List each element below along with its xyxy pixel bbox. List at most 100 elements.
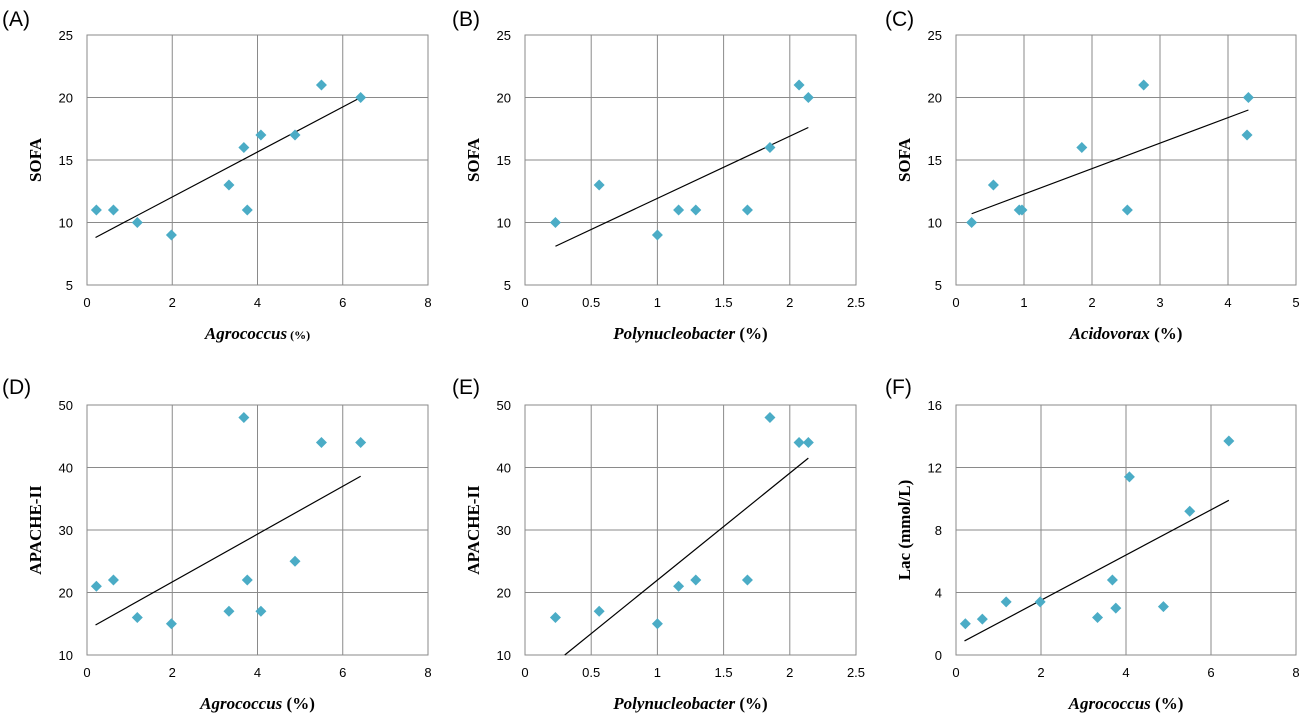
data-point xyxy=(1110,602,1122,614)
x-tick-label: 1 xyxy=(1020,295,1027,310)
data-point xyxy=(741,204,753,216)
data-point xyxy=(1121,204,1133,216)
y-tick-label: 5 xyxy=(66,278,73,293)
data-point xyxy=(238,412,250,423)
data-point xyxy=(793,437,805,448)
data-point xyxy=(1184,505,1196,517)
x-tick-label: 1.5 xyxy=(715,665,733,680)
x-tick-label: 6 xyxy=(339,665,346,680)
x-axis-unit: (%) xyxy=(287,328,310,342)
x-tick-label: 3 xyxy=(1156,295,1163,310)
x-axis-unit: (%) xyxy=(1150,324,1183,343)
y-tick-label: 10 xyxy=(928,216,942,231)
y-tick-label: 10 xyxy=(59,216,73,231)
panel-label: (F) xyxy=(885,376,912,399)
y-tick-label: 30 xyxy=(497,523,511,538)
x-axis-taxon: Polynucleobacter xyxy=(612,694,735,713)
data-point xyxy=(793,79,805,91)
data-point xyxy=(315,79,327,91)
data-point xyxy=(1092,612,1104,623)
y-tick-label: 50 xyxy=(497,398,511,413)
x-tick-label: 5 xyxy=(1292,295,1299,310)
data-point xyxy=(255,129,267,141)
x-axis-title: Agrococcus (%) xyxy=(1068,694,1184,713)
data-point xyxy=(593,605,605,617)
x-tick-label: 4 xyxy=(1122,665,1129,680)
data-point xyxy=(165,229,177,241)
trend-line xyxy=(95,475,361,626)
panel-f: (F) 0 2 4 6 8 0 4 8 12 16 Lac (mmol/L) Agrococcus (%… xyxy=(885,376,1300,713)
x-axis-taxon: Agrococcus xyxy=(1068,694,1152,713)
x-tick-label: 0 xyxy=(83,665,90,680)
data-point xyxy=(966,217,978,228)
x-tick-label: 1.5 xyxy=(715,295,733,310)
y-tick-label: 4 xyxy=(935,586,942,601)
y-tick-label: 25 xyxy=(928,28,942,43)
data-point xyxy=(1000,596,1012,608)
x-axis-unit: (%) xyxy=(1151,694,1184,713)
x-tick-label: 0.5 xyxy=(582,665,600,680)
x-axis-taxon: Polynucleobacter xyxy=(612,324,735,343)
x-tick-label: 8 xyxy=(1292,665,1299,680)
x-axis-title: Agrococcus (%) xyxy=(204,324,310,343)
panel-e: (E) 0 0.5 1 1.5 2 2.5 10 20 30 40 50 APACHE-II Polynu… xyxy=(452,376,865,713)
x-tick-label: 4 xyxy=(254,665,261,680)
x-tick-label: 0 xyxy=(83,295,90,310)
y-tick-label: 16 xyxy=(928,398,942,413)
data-point xyxy=(651,229,663,241)
x-tick-label: 4 xyxy=(254,295,261,310)
x-axis-taxon: Acidovorax xyxy=(1069,324,1151,343)
x-tick-label: 4 xyxy=(1224,295,1231,310)
x-axis-unit: (%) xyxy=(735,694,768,713)
data-point xyxy=(355,92,367,103)
data-point xyxy=(764,412,776,423)
x-tick-label: 6 xyxy=(339,295,346,310)
data-point xyxy=(987,179,999,191)
y-axis-title: Lac (mmol/L) xyxy=(895,480,914,581)
x-axis-title: Polynucleobacter (%) xyxy=(612,324,767,343)
data-point xyxy=(1016,204,1028,216)
x-tick-label: 2 xyxy=(786,295,793,310)
data-point xyxy=(165,618,177,630)
y-axis-title: SOFA xyxy=(464,137,483,182)
data-point xyxy=(289,555,301,567)
x-axis-title: Polynucleobacter (%) xyxy=(612,694,767,713)
data-point xyxy=(1223,435,1235,447)
data-point xyxy=(690,204,702,216)
data-point xyxy=(289,129,301,141)
y-tick-label: 20 xyxy=(497,586,511,601)
trend-line xyxy=(964,499,1230,642)
data-point xyxy=(255,605,267,617)
data-point xyxy=(241,574,253,586)
data-point xyxy=(1138,79,1150,91)
x-tick-label: 1 xyxy=(654,665,661,680)
data-point xyxy=(1034,596,1046,608)
panel-label: (D) xyxy=(2,376,31,399)
data-point xyxy=(1242,92,1254,103)
trend-line xyxy=(95,96,361,239)
y-tick-label: 20 xyxy=(928,91,942,106)
data-point xyxy=(90,580,102,592)
y-tick-label: 15 xyxy=(928,153,942,168)
data-point xyxy=(802,92,814,103)
x-tick-label: 0 xyxy=(521,295,528,310)
trend-line xyxy=(971,109,1249,215)
data-point xyxy=(355,437,367,448)
x-axis-taxon: Agrococcus xyxy=(204,324,288,343)
y-tick-label: 50 xyxy=(59,398,73,413)
y-tick-label: 30 xyxy=(59,523,73,538)
x-tick-label: 0 xyxy=(952,295,959,310)
y-tick-label: 20 xyxy=(59,91,73,106)
data-point xyxy=(764,142,776,153)
y-tick-label: 15 xyxy=(497,153,511,168)
y-tick-label: 25 xyxy=(497,28,511,43)
x-tick-label: 2 xyxy=(1088,295,1095,310)
data-point xyxy=(1241,129,1253,141)
x-tick-label: 2 xyxy=(786,665,793,680)
y-tick-label: 10 xyxy=(497,648,511,663)
y-tick-label: 5 xyxy=(935,278,942,293)
data-point xyxy=(690,574,702,586)
x-tick-label: 0 xyxy=(952,665,959,680)
x-tick-label: 2 xyxy=(169,295,176,310)
